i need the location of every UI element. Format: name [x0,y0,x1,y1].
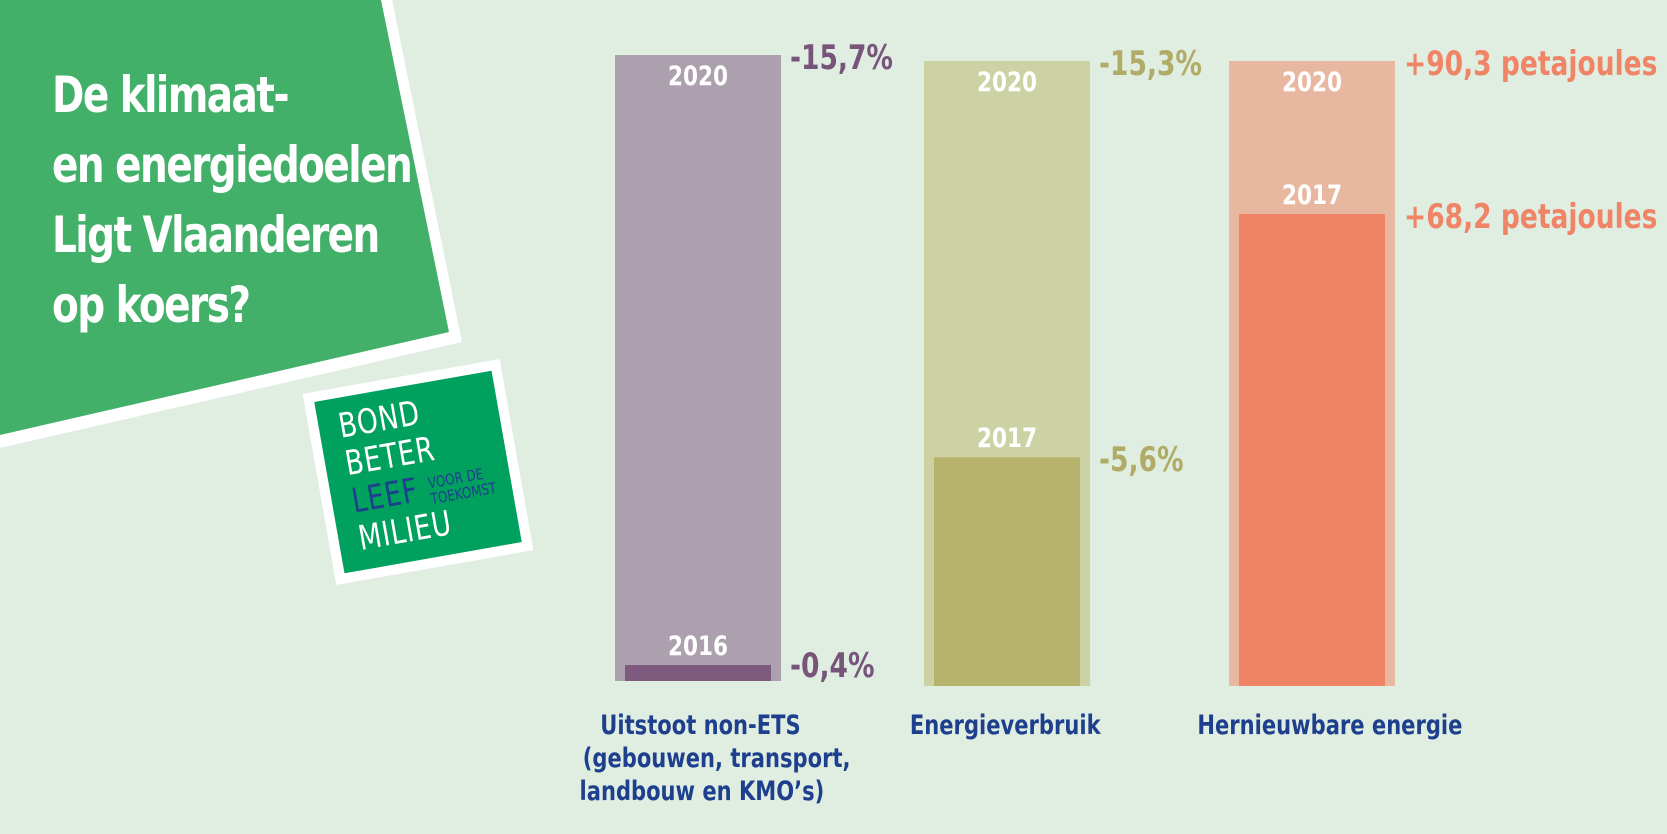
category-label-emissions: Uitstoot non-ETS (gebouwen, transport, l… [545,709,855,808]
title-line-1: De klimaat- [52,66,290,124]
current-bar-energy-use [934,457,1080,686]
category-label-emissions-line-1: Uitstoot non-ETS [599,710,801,741]
title-line-3: Ligt Vlaanderen [52,206,380,264]
target-value-label-renewables: +90,3 petajoules [1404,45,1657,84]
target-year-label-renewables: 2020 [1282,66,1342,98]
category-label-energy-use: Energieverbruik [855,709,1155,742]
banner-shape [0,0,449,435]
current-value-label-renewables: +68,2 petajoules [1404,198,1657,237]
current-year-label-emissions: 2016 [668,630,728,662]
category-label-renewables: Hernieuwbare energie [1160,709,1463,742]
category-label-emissions-line-2: (gebouwen, transport, [582,743,851,774]
title-line-4: op koers? [52,276,251,334]
current-value-label-emissions: -0,4% [790,647,875,686]
current-year-label-energy-use: 2017 [977,422,1037,454]
category-label-renewables-line-1: Hernieuwbare energie [1197,710,1463,741]
category-label-energy-use-line-1: Energieverbruik [909,710,1101,741]
target-value-label-emissions: -15,7% [790,39,893,78]
target-year-label-energy-use: 2020 [977,66,1037,98]
category-label-emissions-line-3: landbouw en KMO’s) [579,776,825,807]
target-year-label-emissions: 2020 [668,60,728,92]
target-value-label-energy-use: -15,3% [1099,45,1202,84]
current-value-label-energy-use: -5,6% [1099,441,1184,480]
current-bar-emissions [625,665,771,681]
current-year-label-renewables: 2017 [1282,179,1342,211]
current-bar-renewables [1239,213,1385,686]
title-line-2: en energiedoelen [52,136,413,194]
target-bar-emissions [615,55,781,681]
